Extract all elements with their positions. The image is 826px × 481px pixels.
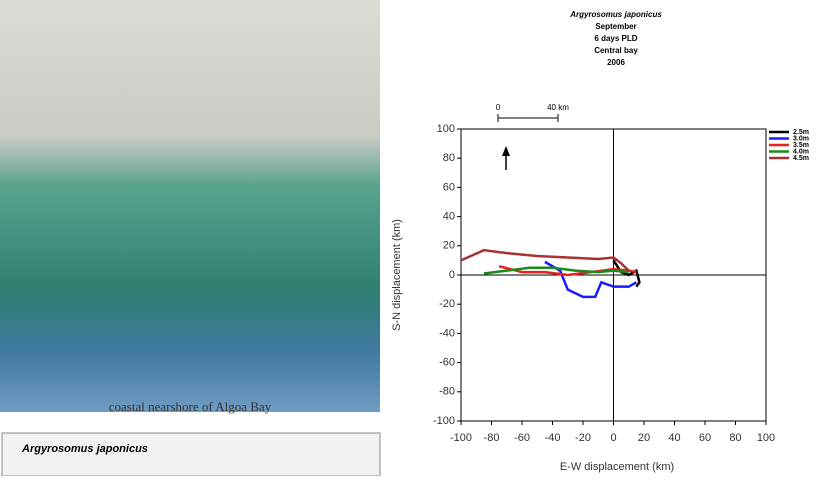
y-tick-label: -20 [439,298,455,310]
x-tick-label: -40 [545,432,561,444]
x-tick-label: -60 [514,432,530,444]
chart-subtitle: 6 days PLD [594,34,637,43]
x-tick-label: -20 [575,432,591,444]
y-tick-label: -100 [433,415,455,427]
y-tick-label: -60 [439,357,455,369]
y-tick-label: 40 [443,211,455,223]
wave-photo [0,0,380,412]
y-tick-label: 0 [449,269,455,281]
x-tick-label: 20 [638,432,650,444]
y-tick-label: 100 [437,123,455,135]
x-tick-label: 40 [668,432,680,444]
chart-subtitle: Central bay [594,46,638,55]
trajectory [545,262,637,297]
chart-subtitle: September [595,22,636,31]
chart-subtitle: 2006 [607,58,625,67]
x-tick-label: 100 [757,432,775,444]
x-tick-label: 0 [610,432,616,444]
y-tick-label: -40 [439,327,455,339]
panel-title: Argyrosomus japonicus [21,443,148,455]
chart-title: Argyrosomus japonicus [569,10,662,19]
scale-bar-label: 40 km [547,103,569,112]
x-tick-label: -80 [484,432,500,444]
x-tick-label: 80 [729,432,741,444]
y-tick-label: 20 [443,240,455,252]
north-arrow [502,146,510,170]
legend-label: 4.5m [793,155,809,162]
y-tick-label: -80 [439,386,455,398]
screen: coastal nearshore of Algoa Bay Argyrosom… [0,0,826,476]
page: coastal nearshore of Algoa Bay Argyrosom… [0,0,826,476]
scale-bar-label: 0 [496,103,501,112]
y-tick-label: 60 [443,181,455,193]
scale-bar [498,114,558,122]
x-axis-label: E-W displacement (km) [560,461,674,473]
x-tick-label: 60 [699,432,711,444]
photo-caption: coastal nearshore of Algoa Bay [109,399,272,414]
y-axis-label: S-N displacement (km) [391,219,403,331]
y-tick-label: 80 [443,152,455,164]
x-tick-label: -100 [450,432,472,444]
